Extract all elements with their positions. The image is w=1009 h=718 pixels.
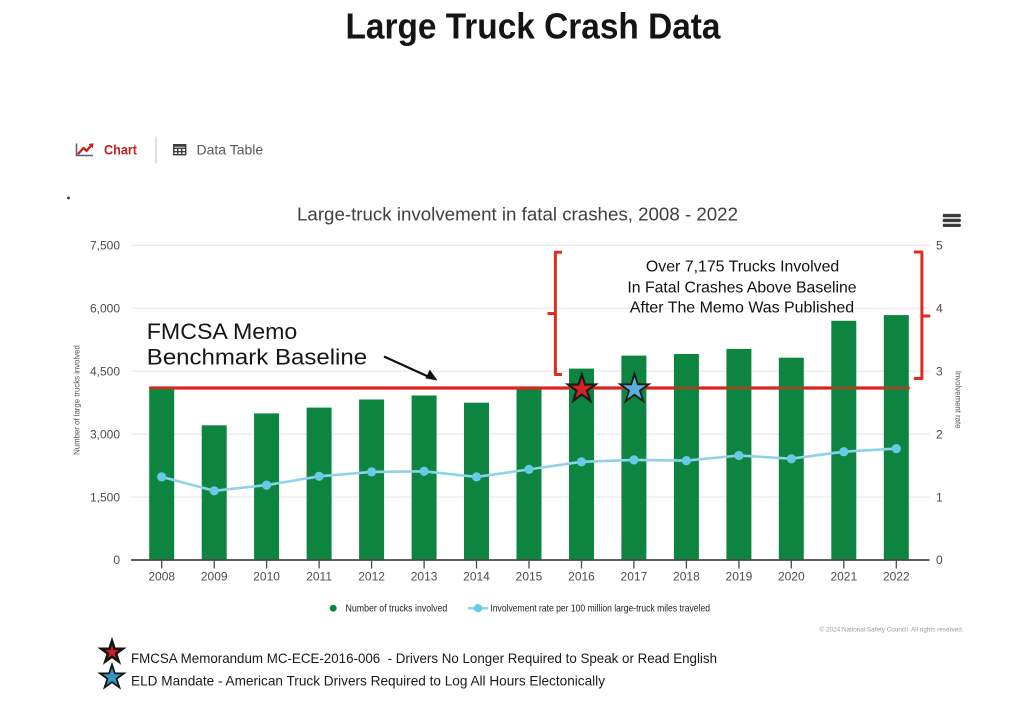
svg-text:Over 7,175 Trucks Involved: Over 7,175 Trucks Involved <box>646 259 839 276</box>
svg-text:2020: 2020 <box>778 570 805 584</box>
svg-text:2013: 2013 <box>411 570 438 584</box>
svg-text:© 2024 National Safety Council: © 2024 National Safety Council. All righ… <box>820 626 964 634</box>
svg-text:Number of large trucks involve: Number of large trucks involved <box>72 345 81 455</box>
svg-text:5: 5 <box>936 239 943 253</box>
svg-text:FMCSA Memorandum MC-ECE-2016-0: FMCSA Memorandum MC-ECE-2016-006 - Drive… <box>131 650 717 666</box>
svg-text:0: 0 <box>936 553 943 567</box>
svg-text:2022: 2022 <box>883 570 910 584</box>
svg-text:2009: 2009 <box>201 570 228 584</box>
svg-text:4,500: 4,500 <box>90 364 120 378</box>
svg-text:Large-truck involvement in fat: Large-truck involvement in fatal crashes… <box>297 203 738 224</box>
svg-text:0: 0 <box>113 553 120 567</box>
svg-text:2011: 2011 <box>306 570 332 584</box>
svg-text:Data Table: Data Table <box>197 142 264 158</box>
svg-text:Involvement rate per 100 milli: Involvement rate per 100 million large-t… <box>490 603 710 615</box>
svg-text:Chart: Chart <box>104 142 137 158</box>
svg-text:2012: 2012 <box>358 570 385 584</box>
svg-text:3,000: 3,000 <box>90 427 120 441</box>
svg-text:2021: 2021 <box>830 570 857 584</box>
svg-text:6,000: 6,000 <box>90 301 120 315</box>
svg-text:Large Truck Crash Data: Large Truck Crash Data <box>346 6 722 47</box>
svg-text:4: 4 <box>936 301 943 315</box>
svg-text:Benchmark Baseline: Benchmark Baseline <box>147 344 367 369</box>
svg-text:3: 3 <box>936 364 943 378</box>
svg-text:2014: 2014 <box>463 570 490 584</box>
svg-text:2008: 2008 <box>148 570 175 584</box>
svg-text:2017: 2017 <box>621 570 648 584</box>
svg-text:ELD Mandate - American Truck D: ELD Mandate - American Truck Drivers Req… <box>131 673 605 689</box>
svg-text:2: 2 <box>936 427 943 441</box>
svg-text:1,500: 1,500 <box>90 490 120 504</box>
svg-text:1: 1 <box>936 490 943 504</box>
svg-text:Involvement rate: Involvement rate <box>954 371 963 429</box>
svg-text:FMCSA Memo: FMCSA Memo <box>147 319 297 344</box>
svg-text:7,500: 7,500 <box>90 239 120 253</box>
svg-text:In Fatal Crashes Above Baselin: In Fatal Crashes Above Baseline <box>627 280 856 297</box>
svg-text:After The Memo Was Published: After The Memo Was Published <box>630 300 854 317</box>
svg-text:2018: 2018 <box>673 570 700 584</box>
svg-text:2015: 2015 <box>516 570 543 584</box>
svg-text:2019: 2019 <box>726 570 753 584</box>
svg-text:2010: 2010 <box>253 570 280 584</box>
svg-text:Number of trucks involved: Number of trucks involved <box>346 603 448 615</box>
svg-text:2016: 2016 <box>568 570 595 584</box>
